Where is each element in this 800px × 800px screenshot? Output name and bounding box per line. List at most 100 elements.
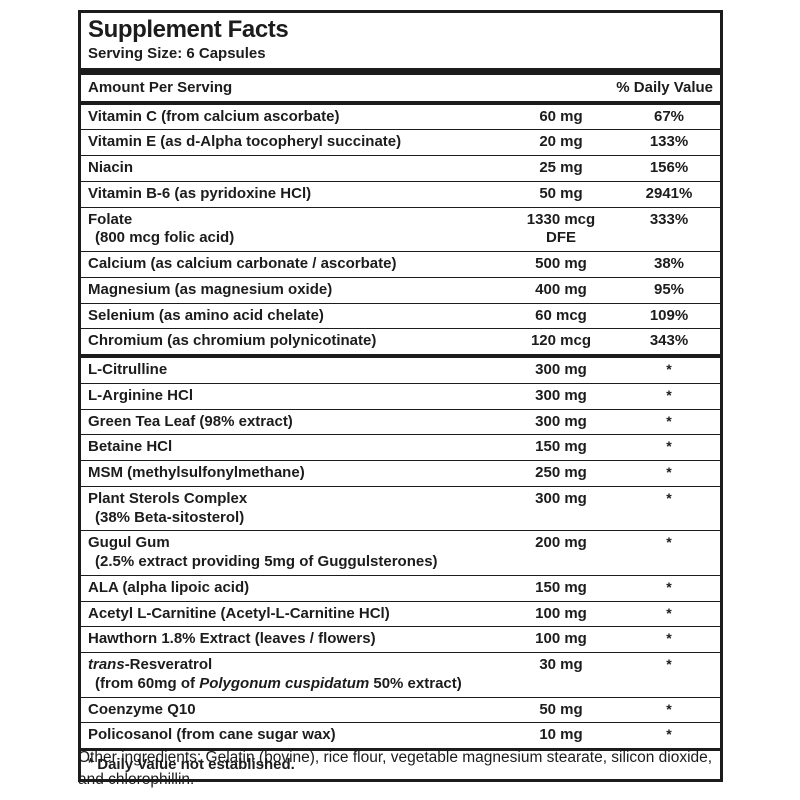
ingredient-name-subline: (38% Beta-sitosterol) [88, 509, 497, 528]
table-row: Green Tea Leaf (98% extract) 300 mg * [81, 408, 720, 435]
ingredient-name: Niacin [88, 159, 497, 178]
amount-line: 200 mg [535, 534, 587, 552]
amount-value: 300 mg [497, 413, 625, 432]
amount-value: 500 mg [497, 255, 625, 274]
table-row: MSM (methylsulfonylmethane) 250 mg * [81, 460, 720, 486]
asterisk-mark: * [666, 489, 672, 506]
text: MSM (methylsulfonylmethane) [88, 464, 305, 482]
table-row: Gugul Gum (2.5% extract providing 5mg of … [81, 530, 720, 575]
ingredient-name-line: Policosanol (from cane sugar wax) [88, 726, 497, 745]
ingredient-name: Green Tea Leaf (98% extract) [88, 413, 497, 432]
amount-value: 50 mg [497, 701, 625, 720]
table-row: Selenium (as amino acid chelate) 60 mcg 10… [81, 302, 720, 329]
daily-value: * [625, 464, 713, 483]
asterisk-mark: * [666, 726, 672, 743]
daily-value: 38% [625, 255, 713, 274]
ingredient-name-line: Betaine HCl [88, 438, 497, 457]
daily-value: * [625, 438, 713, 457]
ingredient-name-line: ALA (alpha lipoic acid) [88, 579, 497, 598]
ingredient-name: Calcium (as calcium carbonate / ascorbat… [88, 255, 497, 274]
amount-line: 50 mg [539, 700, 583, 718]
text: Vitamin E (as d-Alpha tocopheryl succina… [88, 133, 402, 151]
ingredient-name-subline: (2.5% extract providing 5mg of Guggulste… [88, 553, 497, 572]
text: Plant Sterols Complex [88, 489, 248, 507]
amount-line: 300 mg [535, 361, 587, 379]
asterisk-mark: * [666, 464, 672, 481]
daily-value: * [625, 579, 713, 598]
amount-line: 500 mg [535, 255, 587, 273]
daily-value-text: 67% [653, 107, 685, 125]
amount-line: 60 mg [539, 107, 583, 125]
table-row: Betaine HCl 150 mg * [81, 434, 720, 460]
amount-line: 300 mg [535, 386, 587, 404]
table-row: Magnesium (as magnesium oxide) 400 mg 95% [81, 276, 720, 303]
ingredient-name: Vitamin C (from calcium ascorbate) [88, 108, 497, 127]
amount-value: 20 mg [497, 133, 625, 152]
ingredient-name: Magnesium (as magnesium oxide) [88, 281, 497, 300]
daily-value: 109% [625, 307, 713, 326]
text: Green Tea Leaf (98% extract) [88, 412, 293, 430]
ingredient-name-line: MSM (methylsulfonylmethane) [88, 464, 497, 483]
ingredient-name: L-Arginine HCl [88, 387, 497, 406]
asterisk-mark: * [666, 361, 672, 378]
text: Calcium (as calcium carbonate / ascorbat… [88, 255, 397, 273]
text: Niacin [88, 159, 134, 177]
ingredient-name: Vitamin B-6 (as pyridoxine HCl) [88, 185, 497, 204]
text: Gugul Gum [88, 534, 170, 552]
daily-value-text: 38% [653, 255, 685, 273]
ingredient-name: Hawthorn 1.8% Extract (leaves / flowers) [88, 630, 497, 649]
amount-line: 100 mg [535, 630, 587, 648]
asterisk-mark: * [666, 656, 672, 673]
table-row: Folate (800 mcg folic acid) 1330 mcg DFE 333… [81, 206, 720, 252]
amount-value: 60 mg [497, 108, 625, 127]
daily-value: * [625, 361, 713, 380]
serving-size: Serving Size: 6 Capsules [88, 44, 266, 62]
daily-value-header: % Daily Value [616, 78, 713, 96]
amount-unit-line: DFE [546, 229, 576, 247]
ingredient-name: Policosanol (from cane sugar wax) [88, 726, 497, 745]
amount-line: 300 mg [535, 412, 587, 430]
ingredient-name: Vitamin E (as d-Alpha tocopheryl succina… [88, 133, 497, 152]
ingredient-name-subline: (800 mcg folic acid) [88, 229, 497, 248]
asterisk-mark: * [666, 630, 672, 647]
supplement-facts-panel: Supplement Facts Serving Size: 6 Capsule… [78, 10, 723, 783]
amount-value: 100 mg [497, 605, 625, 624]
daily-value: 156% [625, 159, 713, 178]
daily-value: * [625, 605, 713, 624]
ingredient-name-line: Vitamin B-6 (as pyridoxine HCl) [88, 185, 497, 204]
text: Coenzyme Q10 [88, 700, 196, 718]
table-row: Vitamin C (from calcium ascorbate) 60 mg 6… [81, 105, 720, 130]
text: Policosanol (from cane sugar wax) [88, 726, 336, 744]
ingredient-name: Folate (800 mcg folic acid) [88, 211, 497, 249]
divider-below-header [81, 100, 720, 105]
ingredient-name-line: Magnesium (as magnesium oxide) [88, 281, 497, 300]
text: 50% extract) [369, 674, 462, 692]
amount-line: 60 mcg [535, 306, 587, 324]
amount-value: 200 mg [497, 534, 625, 553]
text: Acetyl L-Carnitine (Acetyl-L-Carnitine H… [88, 604, 390, 622]
amount-value: 300 mg [497, 490, 625, 509]
amount-value: 150 mg [497, 579, 625, 598]
italic-text: trans [88, 656, 125, 674]
text: -Resveratrol [124, 656, 213, 674]
amount-line: 25 mg [539, 159, 583, 177]
table-row: Plant Sterols Complex (38% Beta-sitostero… [81, 485, 720, 531]
amount-line: 400 mg [535, 280, 587, 298]
ingredient-name-line: Green Tea Leaf (98% extract) [88, 413, 497, 432]
amount-line: 30 mg [539, 656, 583, 674]
table-row: Acetyl L-Carnitine (Acetyl-L-Carnitine H… [81, 600, 720, 627]
text: Folate [88, 210, 133, 228]
text: Vitamin C (from calcium ascorbate) [88, 107, 340, 125]
ingredient-name-line: Plant Sterols Complex [88, 490, 497, 509]
amount-value: 300 mg [497, 387, 625, 406]
daily-value-text: 343% [649, 332, 689, 350]
ingredient-name: Gugul Gum (2.5% extract providing 5mg of … [88, 534, 497, 572]
nutrient-section-vitamins: Vitamin C (from calcium ascorbate) 60 mg 6… [81, 105, 720, 355]
table-row: Coenzyme Q10 50 mg * [81, 696, 720, 723]
panel-title: Supplement Facts [88, 16, 289, 43]
italic-text: Polygonum cuspidatum [199, 674, 370, 692]
amount-line: 50 mg [539, 184, 583, 202]
table-row: ALA (alpha lipoic acid) 150 mg * [81, 574, 720, 601]
divider-thick-top [81, 67, 720, 75]
ingredient-name-line: Calcium (as calcium carbonate / ascorbat… [88, 255, 497, 274]
